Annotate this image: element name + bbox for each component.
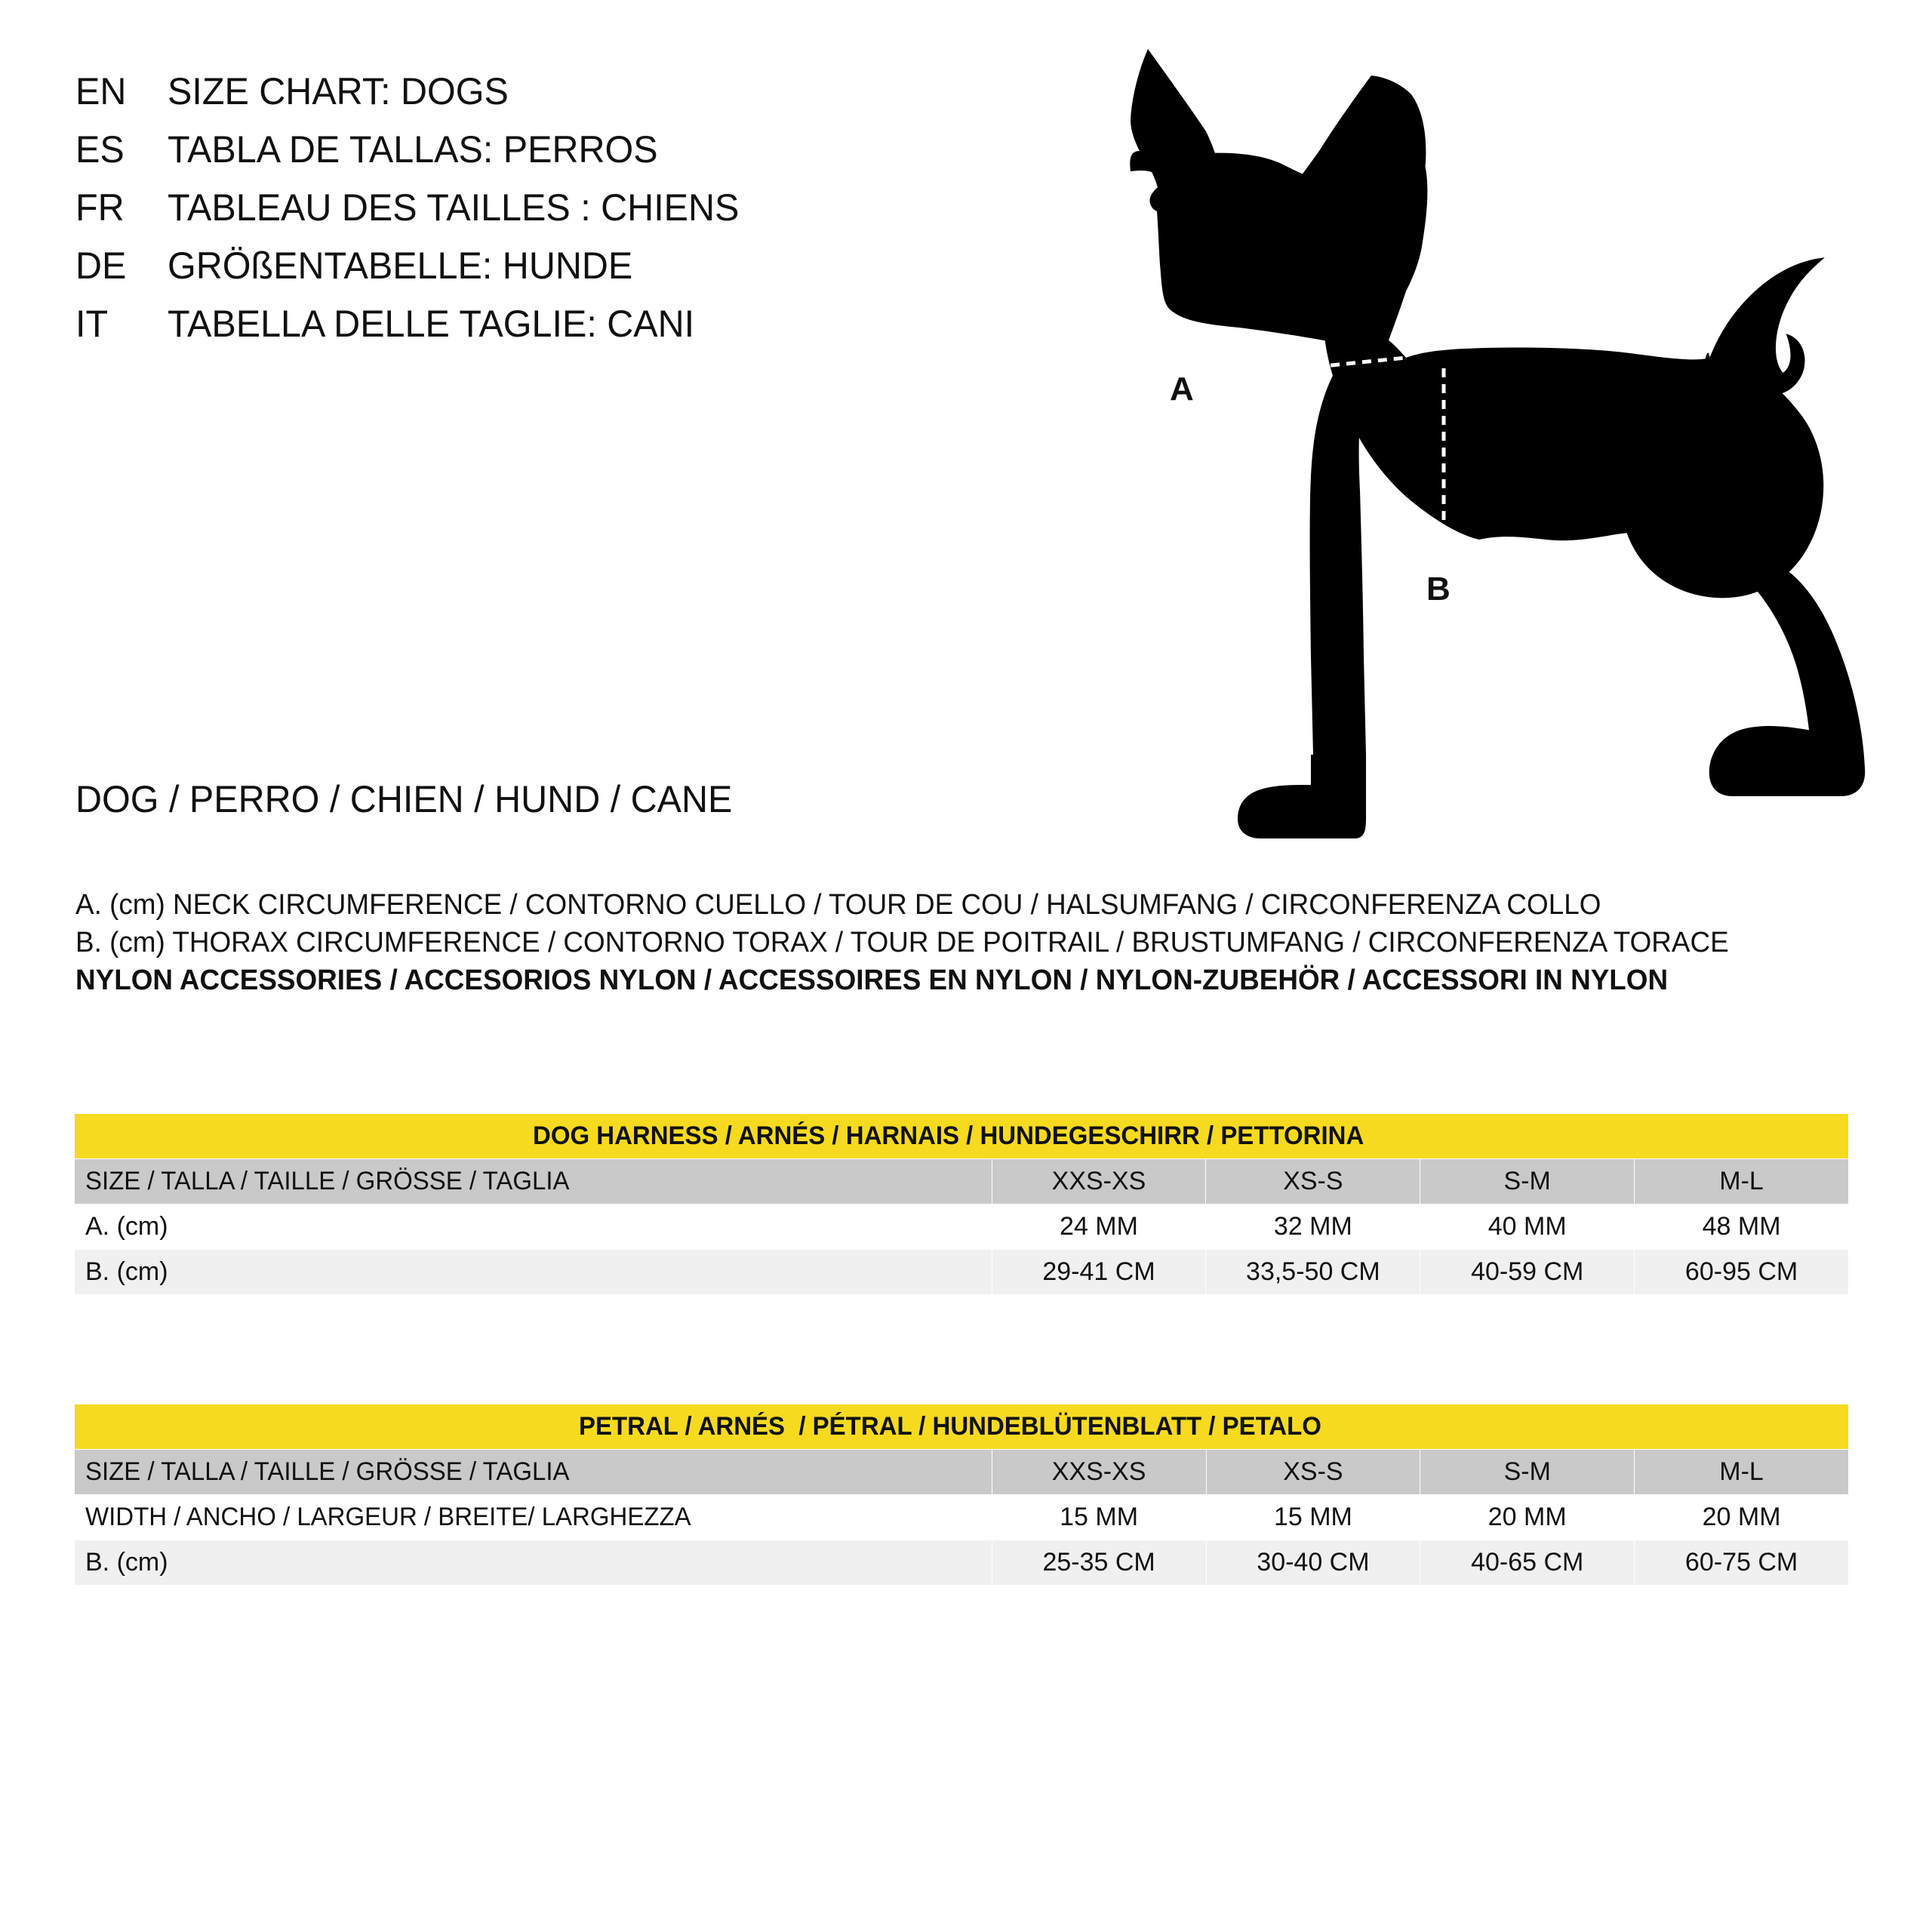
- svg-text:B: B: [1426, 571, 1451, 608]
- svg-text:A: A: [1170, 371, 1194, 408]
